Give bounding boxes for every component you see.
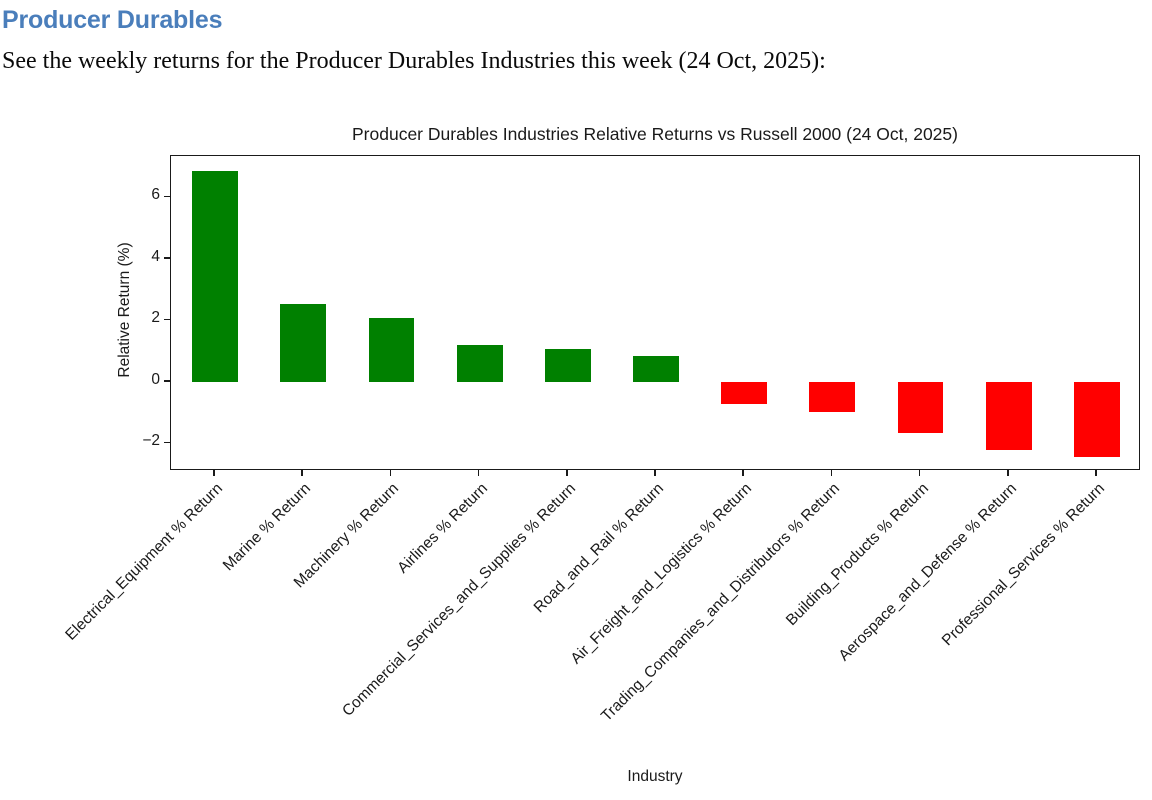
x-tick-label: Building_Products % Return bbox=[782, 480, 932, 630]
chart-title: Producer Durables Industries Relative Re… bbox=[352, 124, 958, 144]
x-tick-label: Road_and_Rail % Return bbox=[530, 480, 668, 617]
y-tick-label: −2 bbox=[142, 432, 160, 450]
x-tick-label: Electrical_Equipment % Return bbox=[62, 480, 227, 644]
bar bbox=[985, 381, 1032, 451]
x-tick-label: Airlines % Return bbox=[393, 480, 491, 577]
page-subtitle: See the weekly returns for the Producer … bbox=[2, 48, 826, 74]
y-tick-label: 4 bbox=[151, 247, 160, 265]
y-tick-mark bbox=[164, 380, 170, 382]
y-tick-mark bbox=[164, 257, 170, 259]
bars-layer bbox=[171, 156, 1139, 469]
y-tick-label: 6 bbox=[151, 186, 160, 204]
bar bbox=[280, 304, 327, 382]
y-tick-mark bbox=[164, 318, 170, 321]
bar bbox=[897, 381, 944, 434]
x-tick-mark bbox=[654, 470, 656, 476]
x-tick-mark bbox=[1006, 470, 1009, 476]
bar bbox=[368, 317, 415, 382]
x-tick-mark bbox=[301, 470, 304, 476]
x-tick-label: Air_Freight_and_Logistics % Return bbox=[567, 480, 756, 668]
bar bbox=[1073, 381, 1120, 457]
x-tick-label: Commercial_Services_and_Supplies % Retur… bbox=[338, 480, 579, 720]
bar bbox=[633, 355, 679, 382]
bar bbox=[544, 348, 591, 382]
bar bbox=[721, 381, 768, 404]
x-tick-label: Marine % Return bbox=[220, 480, 315, 575]
x-tick-mark bbox=[566, 470, 568, 476]
x-tick-label: Trading_Companies_and_Distributors % Ret… bbox=[598, 480, 844, 725]
x-tick-label: Professional_Services % Return bbox=[938, 480, 1108, 650]
x-tick-mark bbox=[1095, 470, 1097, 476]
y-tick-label: 2 bbox=[151, 309, 160, 327]
x-tick-label: Aerospace_and_Defense % Return bbox=[835, 480, 1020, 665]
plot-area bbox=[170, 155, 1140, 470]
x-tick-mark bbox=[918, 470, 921, 476]
x-tick-mark bbox=[830, 470, 833, 476]
bar bbox=[456, 345, 503, 382]
y-tick-label: 0 bbox=[151, 370, 160, 388]
y-tick-mark bbox=[164, 441, 170, 444]
bar bbox=[809, 381, 856, 412]
page-title: Producer Durables bbox=[2, 6, 223, 34]
bar-chart-figure: Producer Durables Industries Relative Re… bbox=[0, 100, 1152, 800]
bar bbox=[192, 170, 238, 382]
x-tick-mark bbox=[213, 470, 215, 476]
x-tick-mark bbox=[389, 470, 392, 476]
y-tick-mark bbox=[164, 195, 170, 198]
x-tick-mark bbox=[742, 470, 744, 476]
x-axis-label: Industry bbox=[627, 768, 683, 785]
x-tick-mark bbox=[477, 470, 480, 476]
x-tick-label: Machinery % Return bbox=[291, 480, 403, 592]
